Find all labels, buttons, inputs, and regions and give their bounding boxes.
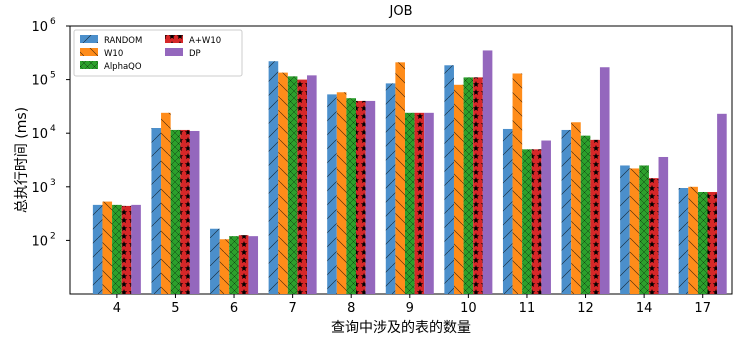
x-tick-label: 9 (406, 301, 414, 316)
bar-dp-7 (307, 75, 317, 294)
x-tick-label: 11 (519, 301, 536, 316)
bar-hatch (697, 191, 708, 294)
bar-hatch (121, 205, 132, 294)
legend-label: DP (189, 49, 201, 59)
legend-label: W10 (104, 49, 123, 59)
bar-hatch (678, 187, 689, 294)
bar-hatch (414, 112, 425, 294)
bar-dp-9 (424, 112, 434, 294)
bar-dp-17 (717, 113, 727, 294)
x-tick-label: 14 (636, 301, 653, 316)
y-tick-exponent: 6 (50, 17, 56, 27)
bar-hatch (463, 77, 474, 295)
bar-hatch (453, 84, 464, 295)
bar-dp-14 (658, 156, 669, 294)
bar-hatch (102, 201, 113, 294)
bar-dp-8 (365, 100, 376, 294)
bar-dp-5 (189, 130, 200, 294)
y-tick-label: 10 (31, 20, 48, 35)
bar-hatch (297, 79, 308, 294)
bar-hatch (238, 235, 249, 294)
y-tick-exponent: 4 (50, 124, 56, 134)
bar-dp-11 (541, 140, 551, 294)
legend-label: RANDOM (104, 36, 142, 46)
bar-hatch (629, 168, 640, 294)
y-tick-exponent: 5 (50, 71, 56, 81)
bar-hatch (210, 228, 220, 294)
y-tick-label: 10 (31, 181, 48, 196)
legend-frame (73, 29, 243, 77)
chart-title: JOB (389, 4, 413, 19)
bar-dp-10 (482, 50, 493, 294)
legend-swatch-hatch (80, 48, 98, 56)
bar-hatch (707, 191, 718, 294)
x-tick-label: 6 (230, 301, 238, 316)
x-tick-label: 8 (347, 301, 355, 316)
y-tick-label: 10 (31, 234, 48, 249)
legend: RANDOM W10 AlphaQO A+W10 DP (73, 29, 243, 77)
bar-hatch (170, 129, 181, 294)
bar-hatch (180, 129, 190, 294)
legend-swatch-hatch (165, 35, 183, 43)
bar-dp-12 (599, 67, 610, 294)
bar-hatch (561, 129, 572, 294)
bar-hatch (229, 236, 239, 294)
bar-hatch (112, 204, 122, 294)
x-axis-ticks: 4 5 6 7 8 9 10 11 12 14 17 (113, 294, 711, 316)
bar-hatch (620, 165, 630, 294)
bar-hatch (92, 204, 103, 294)
bar-hatch (161, 112, 171, 294)
x-axis-label: 查询中涉及的表的数量 (331, 320, 471, 336)
y-tick-exponent: 3 (50, 178, 56, 188)
bar-hatch (522, 149, 532, 294)
bar-hatch (278, 72, 288, 295)
y-tick-exponent: 2 (50, 231, 56, 241)
x-tick-label: 17 (694, 301, 711, 316)
bar-hatch (287, 76, 298, 295)
y-tick-label: 10 (31, 74, 48, 89)
bar-hatch (268, 61, 279, 295)
y-axis-label: 总执行时间 (ms) (14, 107, 30, 213)
bars-group (92, 50, 727, 295)
bar-hatch (346, 98, 357, 295)
x-tick-label: 4 (113, 301, 121, 316)
bar-hatch (648, 178, 659, 294)
bar-hatch (219, 239, 230, 294)
bar-hatch (688, 186, 698, 294)
legend-swatch (165, 48, 183, 56)
bar-hatch (444, 65, 454, 294)
bar-hatch (327, 94, 337, 294)
bar-hatch (639, 165, 649, 294)
bar-hatch (336, 92, 347, 294)
bar-hatch (385, 83, 396, 294)
bar-hatch (580, 135, 591, 294)
bar-dp-4 (131, 204, 141, 294)
bar-hatch (395, 62, 405, 295)
y-tick-label: 10 (31, 127, 48, 142)
x-tick-label: 7 (288, 301, 296, 316)
legend-swatch-hatch (80, 35, 98, 43)
bar-hatch (590, 139, 600, 294)
bar-hatch (531, 149, 542, 294)
bar-hatch (473, 77, 483, 295)
bar-hatch (404, 112, 415, 294)
legend-label: AlphaQO (104, 62, 142, 72)
legend-label: A+W10 (189, 36, 221, 46)
legend-swatch-hatch (80, 61, 98, 69)
bar-hatch (512, 73, 523, 294)
bar-hatch (502, 128, 513, 294)
bar-hatch (356, 100, 366, 294)
bar-dp-6 (248, 236, 259, 294)
x-tick-label: 10 (460, 301, 477, 316)
bar-hatch (151, 128, 162, 294)
bar-hatch (571, 122, 581, 294)
x-tick-label: 5 (171, 301, 179, 316)
x-tick-label: 12 (577, 301, 594, 316)
